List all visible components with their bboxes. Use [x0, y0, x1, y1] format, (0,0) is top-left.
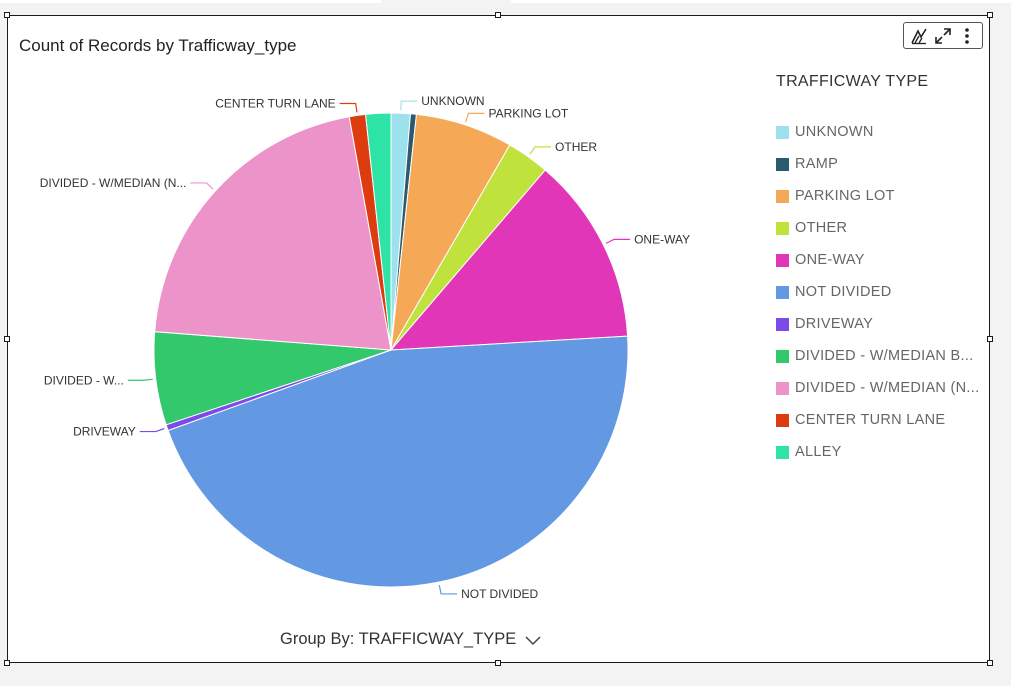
legend-item-not-divided[interactable]: NOT DIVIDED [776, 276, 979, 308]
slice-label-not-divided: NOT DIVIDED [461, 587, 538, 601]
leader-line-center-turn-lane [339, 102, 358, 113]
legend-title: TRAFFICWAY TYPE [776, 73, 929, 90]
slice-label-center-turn-lane: CENTER TURN LANE [215, 97, 335, 111]
legend-label: DIVIDED - W/MEDIAN B... [795, 348, 974, 364]
legend-item-one-way[interactable]: ONE-WAY [776, 244, 979, 276]
pie-chart-visual[interactable]: Count of Records by Trafficway_type UNKN… [7, 15, 990, 663]
visual-toolbar [903, 22, 983, 49]
legend-item-other[interactable]: OTHER [776, 212, 979, 244]
leader-line-unknown [400, 100, 418, 111]
legend-label: PARKING LOT [795, 188, 895, 204]
insight-icon[interactable] [909, 26, 929, 46]
pie-slice-alley[interactable] [365, 112, 392, 351]
legend-swatch [776, 125, 789, 139]
group-by-label: Group By: TRAFFICWAY_TYPE [280, 630, 517, 648]
chevron-down-icon [525, 635, 541, 645]
legend-swatch [776, 221, 789, 235]
pie-slice-not-divided[interactable] [167, 335, 629, 588]
legend-label: OTHER [795, 220, 848, 236]
legend-label: ONE-WAY [795, 252, 865, 268]
legend-label: ALLEY [795, 444, 842, 460]
legend-item-alley[interactable]: ALLEY [776, 436, 979, 468]
leader-line-divided-w-median-n [190, 182, 214, 190]
resize-handle-se[interactable] [987, 660, 993, 666]
legend-swatch [776, 285, 789, 299]
slice-label-other: OTHER [555, 140, 597, 154]
legend-label: NOT DIVIDED [795, 284, 892, 300]
leader-line-one-way [605, 238, 631, 244]
leader-line-other [529, 146, 552, 155]
pie-plot: UNKNOWN PARKING LOT OTHER ONE-WAY NOT DIVIDE… [40, 94, 690, 601]
slice-label-unknown: UNKNOWN [421, 94, 484, 108]
legend-swatch [776, 157, 789, 171]
legend-label: RAMP [795, 156, 839, 172]
legend-swatch [776, 445, 789, 459]
expand-icon[interactable] [933, 26, 953, 46]
legend-item-ramp[interactable]: RAMP [776, 148, 979, 180]
leader-line-not-divided [438, 584, 458, 595]
legend-label: UNKNOWN [795, 124, 874, 140]
legend: UNKNOWN RAMP PARKING LOT OTHER ONE-WAY NOT DI… [776, 116, 979, 468]
legend-label: CENTER TURN LANE [795, 412, 946, 428]
legend-label: DIVIDED - W/MEDIAN (N... [795, 380, 980, 396]
legend-label: DRIVEWAY [795, 316, 874, 332]
slice-label-divided-w-median-b: DIVIDED - W... [44, 373, 124, 387]
leader-line-driveway [139, 428, 165, 433]
group-by-dropdown[interactable]: Group By: TRAFFICWAY_TYPE [280, 630, 542, 649]
resize-handle-ne[interactable] [987, 12, 993, 18]
legend-swatch [776, 349, 789, 363]
legend-swatch [776, 317, 789, 331]
tab-gap [381, 0, 511, 3]
resize-handle-sw[interactable] [4, 660, 10, 666]
legend-swatch [776, 189, 789, 203]
pie-slice-divided-w-median-n[interactable] [154, 116, 392, 351]
slice-label-driveway: DRIVEWAY [73, 425, 136, 439]
legend-swatch [776, 413, 789, 427]
resize-handle-w[interactable] [4, 336, 10, 342]
legend-item-unknown[interactable]: UNKNOWN [776, 116, 979, 148]
leader-line-parking-lot [465, 112, 485, 123]
slice-label-divided-w-median-n: DIVIDED - W/MEDIAN (N... [40, 176, 187, 190]
visual-title: Count of Records by Trafficway_type [19, 36, 297, 55]
resize-handle-n[interactable] [495, 12, 501, 18]
more-menu-icon[interactable] [957, 26, 977, 46]
legend-item-center-turn-lane[interactable]: CENTER TURN LANE [776, 404, 979, 436]
legend-swatch [776, 381, 789, 395]
resize-handle-e[interactable] [987, 336, 993, 342]
resize-handle-s[interactable] [495, 660, 501, 666]
slice-label-parking-lot: PARKING LOT [488, 106, 568, 120]
legend-item-divided-w-median-n[interactable]: DIVIDED - W/MEDIAN (N... [776, 372, 979, 404]
legend-swatch [776, 253, 789, 267]
legend-item-divided-w-median-b[interactable]: DIVIDED - W/MEDIAN B... [776, 340, 979, 372]
slice-label-one-way: ONE-WAY [634, 232, 690, 246]
resize-handle-nw[interactable] [4, 12, 10, 18]
legend-item-parking-lot[interactable]: PARKING LOT [776, 180, 979, 212]
pie-slice-one-way[interactable] [389, 169, 629, 351]
legend-item-driveway[interactable]: DRIVEWAY [776, 308, 979, 340]
leader-line-divided-w-median-b [127, 378, 153, 381]
